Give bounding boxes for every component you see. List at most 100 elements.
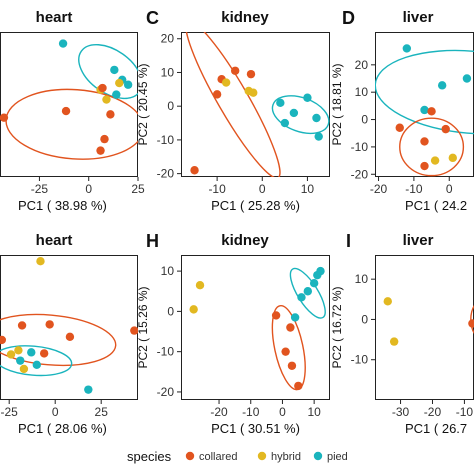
- y-tick-label: 0: [167, 304, 174, 318]
- x-tick-label: 0: [446, 182, 453, 196]
- x-tick-label: 0: [259, 182, 266, 196]
- y-tick-label: -20: [157, 385, 175, 399]
- x-tick-label: 0: [85, 182, 92, 196]
- panel-title: heart: [36, 9, 73, 26]
- plot-frame: [0, 255, 138, 400]
- point-collared: [281, 347, 290, 356]
- point-collared: [441, 124, 450, 134]
- y-tick-label: 10: [161, 65, 175, 79]
- point-pied: [58, 39, 68, 48]
- plot-frame: [375, 32, 474, 177]
- y-tick-label: -10: [157, 133, 175, 147]
- x-axis-label: PC1 ( 25.28 %): [211, 198, 300, 213]
- y-tick-label: -20: [351, 167, 369, 181]
- x-tick-label: 10: [307, 405, 321, 419]
- confidence-ellipse-pied: [375, 49, 474, 135]
- x-tick-label: 0: [279, 405, 286, 419]
- panel-title: liver: [403, 232, 434, 249]
- x-axis-label: PC1 ( 24.2: [405, 198, 467, 213]
- point-collared: [427, 107, 436, 116]
- panel-title: kidney: [221, 232, 269, 249]
- panel-6: liver I -30 -20 -10 -10 0 10 PC1 ( 26.7 PC2 ( 16.…: [330, 231, 474, 436]
- x-axis-label: PC1 ( 28.06 %): [18, 421, 107, 436]
- point-collared: [130, 326, 138, 335]
- point-hybrid: [221, 78, 231, 87]
- plot-frame: [0, 32, 138, 177]
- point-collared: [420, 161, 429, 171]
- point-pied: [280, 118, 290, 128]
- species-legend: species collared hybrid pied: [127, 449, 348, 464]
- point-hybrid: [19, 364, 29, 374]
- point-hybrid: [102, 95, 111, 104]
- point-collared: [212, 90, 222, 99]
- panel-title: heart: [36, 232, 73, 249]
- point-collared: [65, 332, 75, 342]
- plot-area: [0, 257, 138, 394]
- panel-4: heart -25 0 25 PC1 ( 28.06 %): [0, 232, 138, 436]
- point-pied: [290, 313, 300, 322]
- point-collared: [96, 146, 105, 155]
- point-hybrid: [36, 257, 45, 266]
- plot-frame: [181, 32, 330, 177]
- point-pied: [402, 44, 412, 53]
- point-collared: [100, 134, 109, 144]
- point-hybrid: [249, 88, 258, 97]
- point-pied: [276, 98, 285, 108]
- point-collared: [420, 137, 429, 146]
- y-tick-label: 0: [361, 113, 368, 127]
- point-collared: [294, 381, 303, 391]
- y-tick-label: -10: [351, 353, 369, 367]
- x-tick-label: -20: [210, 405, 228, 419]
- x-tick-label: -30: [392, 405, 410, 419]
- point-collared: [468, 319, 474, 328]
- point-collared: [286, 323, 295, 332]
- confidence-ellipse-pied: [0, 345, 73, 377]
- confidence-ellipse-collared: [0, 313, 117, 367]
- x-tick-label: 25: [95, 405, 109, 419]
- confidence-ellipse-pied: [271, 95, 330, 135]
- y-axis-label: PC2 ( 15.26 %): [136, 286, 150, 368]
- legend-swatch-collared: [185, 451, 195, 461]
- x-tick-label: -20: [370, 182, 388, 196]
- point-pied: [32, 360, 41, 369]
- point-hybrid: [6, 350, 16, 359]
- plot-frame: [181, 255, 330, 400]
- legend-label-pied: pied: [327, 451, 348, 463]
- x-tick-label: 25: [131, 182, 145, 196]
- plot-area: [189, 266, 326, 391]
- point-pied: [27, 348, 36, 357]
- point-pied: [316, 266, 325, 276]
- confidence-ellipse-collared: [185, 32, 281, 177]
- panel-title: kidney: [221, 9, 269, 26]
- y-tick-label: -10: [351, 140, 369, 154]
- y-tick-label: -20: [157, 167, 175, 181]
- x-tick-label: -25: [31, 182, 49, 196]
- point-pied: [309, 278, 319, 288]
- point-hybrid: [195, 281, 205, 290]
- panel-2: kidney C -10 0 10 -20 -10 0 10 20 PC1 ( 25.28 %) PC…: [136, 8, 330, 213]
- point-pied: [297, 293, 306, 302]
- point-pied: [16, 356, 25, 365]
- point-pied: [112, 90, 121, 99]
- x-tick-label: -10: [208, 182, 226, 196]
- panel-5: kidney H -20 -10 0 10 -20 -10 0 10 PC1 ( 30.51 %) P…: [136, 231, 330, 436]
- y-tick-label: 10: [355, 272, 369, 286]
- x-tick-label: 10: [301, 182, 315, 196]
- point-hybrid: [14, 346, 23, 355]
- y-axis-label: PC2 ( 20.45 %): [136, 63, 150, 145]
- point-collared: [287, 361, 297, 370]
- point-hybrid: [115, 78, 124, 88]
- legend-swatch-pied: [313, 451, 323, 461]
- plot-frame: [375, 255, 474, 400]
- point-hybrid: [189, 305, 198, 314]
- confidence-ellipse-collared: [470, 304, 474, 335]
- point-collared: [271, 311, 281, 320]
- panel-tag: C: [146, 8, 159, 28]
- legend-label-hybrid: hybrid: [271, 451, 301, 463]
- legend-swatch-hybrid: [257, 451, 267, 461]
- confidence-ellipse-collared: [5, 88, 138, 160]
- point-pied: [312, 113, 321, 123]
- point-pied: [123, 80, 133, 89]
- panel-tag: D: [342, 8, 355, 28]
